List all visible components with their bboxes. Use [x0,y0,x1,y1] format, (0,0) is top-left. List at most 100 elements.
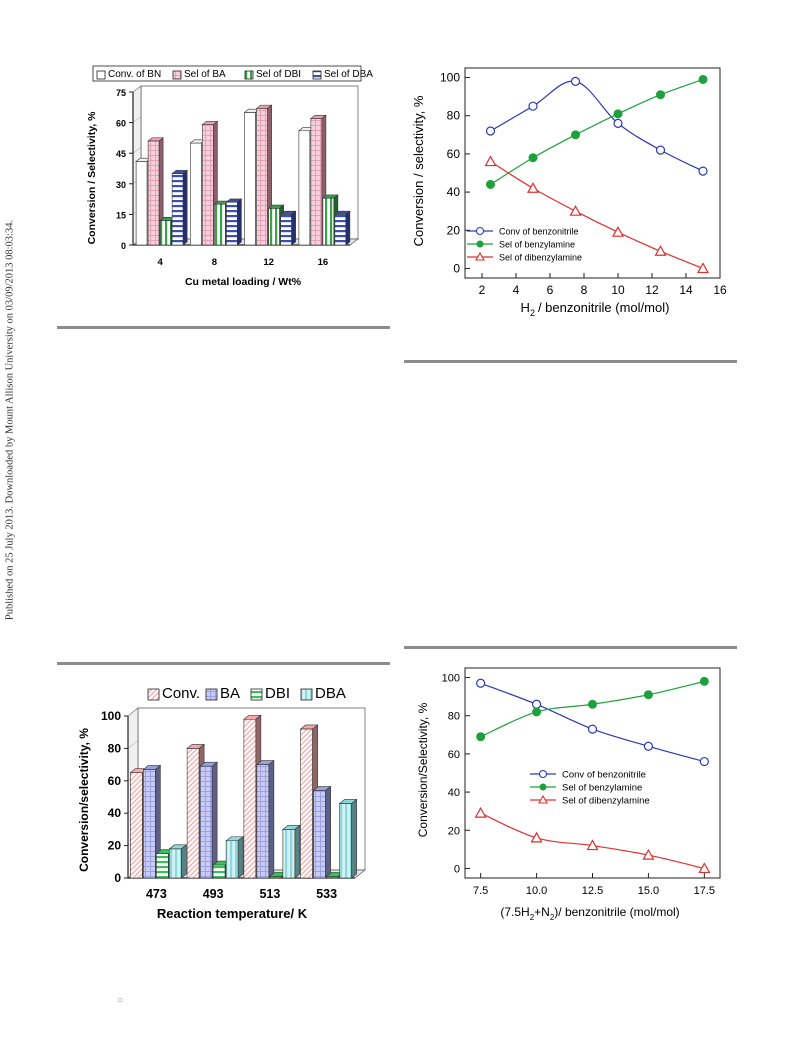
x-tick-label: 8 [212,257,217,268]
bar-dba-493 [225,836,244,879]
series-line-1 [490,80,704,172]
bar-front [186,748,200,879]
legend-item-1: Conv of benzonitrile [467,227,579,237]
chart-temperature-svg: Conversion/selectivity, % Reaction tempe… [77,685,366,921]
legend-marker [475,251,485,261]
point-3-2 [526,182,540,193]
legend-swatch [96,70,106,80]
y-tick-label: 20 [447,223,461,237]
x-tick-label: 2 [479,283,486,297]
y-grid-diagonal [127,740,139,749]
bar-ba-493 [199,761,218,879]
y-tick-label: 40 [108,806,122,820]
bar-side [345,210,351,246]
point-2-4 [643,690,653,700]
bar-front [226,201,238,246]
y-tick-label: 100 [101,709,121,723]
point-1-5 [655,145,666,155]
separator-rule-1 [57,326,390,329]
legend-label: Sel of dibenzylamine [562,796,650,807]
point-1-6 [698,166,708,176]
x-tick-label: 533 [316,887,337,901]
xlabel-h: H [521,300,530,315]
side-note: Published on 25 July 2013. Downloaded by… [2,210,18,630]
point-2-1 [486,179,496,189]
point-3-2 [530,831,543,843]
x-tick-label: 14 [679,283,693,297]
x-tick-label: 8 [581,283,588,297]
bar-side [182,169,188,246]
legend-label: Conv. [162,685,200,702]
xlabel-sub1: 2 [530,913,535,922]
bar-front [339,803,352,879]
separator-rule-2 [404,360,737,363]
x-tick-label: 4 [157,257,163,268]
bar-front [190,142,202,246]
legend-label: Sel of DBI [256,69,301,80]
series-line-2 [490,78,704,185]
bar-front [322,197,335,246]
legend-label: Sel of benzylamine [499,240,575,250]
chart-temperature-xlabel: Reaction temperature/ K [157,906,308,921]
legend-marker [538,794,548,804]
xlabel-sub2: 2 [550,913,555,922]
legend-frame [92,65,362,82]
point-1-4 [613,118,623,128]
y-grid-diagonal [132,85,142,93]
legend-item-3: Sel of dibenzylamine [467,251,582,263]
point-1-1 [476,678,486,688]
bar-ba-533 [312,785,332,879]
chart-h2-ratio-ylabel: Conversion / selectivity, % [411,95,426,246]
legend-label: Conv of benzonitrile [499,227,579,237]
y-tick-label: 80 [447,109,461,123]
legend-label: BA [220,685,240,702]
point-2-2 [528,153,538,163]
point-3-3 [569,204,582,216]
chart-cu-loading: Conversion / Selectivity, % Cu metal loa… [75,60,375,300]
x-tick-label: 12 [263,257,274,268]
y-grid-diagonal [132,146,142,154]
legend-label: Conv of benzonitrile [562,770,646,781]
point-2-2 [532,707,542,717]
point-1-5 [699,756,709,767]
bar-front [156,853,169,879]
y-tick-label: 0 [454,863,460,875]
legend-marker [539,783,547,791]
chart-cu-loading-ylabel: Conversion / Selectivity, % [86,111,98,245]
x-tick-label: 7.5 [473,885,488,897]
legend-swatch [312,70,322,80]
separator-rule-3 [57,662,390,665]
legend-item-2: Sel of benzylamine [530,783,642,794]
chart-dilution-ylabel: Conversion/Selectivity, % [416,702,430,837]
point-2-3 [588,699,598,709]
legend-item-3: Sel of DBI [244,69,301,80]
chart-temperature-ylabel: Conversion/selectivity, % [77,728,91,872]
bar-ba-513 [256,759,275,879]
xlabel-pre: (7.5H [500,905,529,919]
legend-marker [476,240,484,248]
legend-swatch [300,688,313,701]
point-1-2 [531,699,542,709]
point-2-1 [476,732,486,742]
y-grid-diagonal [132,116,142,123]
bar-front [202,124,214,246]
legend-item-3: DBI [250,685,290,702]
bar-front [244,112,256,246]
point-3-3 [586,839,599,851]
bar-side [237,198,242,246]
bar-front [280,214,292,246]
series-line-1 [480,682,705,763]
point-3-6 [696,262,710,274]
legend-swatch [205,688,218,701]
x-tick-label: 493 [203,887,224,901]
point-2-5 [699,676,709,686]
chart-cu-loading-svg: Conversion / Selectivity, % Cu metal loa… [86,65,373,288]
point-1-3 [587,724,598,734]
point-3-5 [654,245,667,256]
bar-side [325,785,331,879]
bar-front [169,848,182,879]
legend-item-1: Conv of benzonitrile [530,770,646,781]
point-3-1 [484,155,497,167]
y-tick-label: 60 [108,774,122,788]
bar-side [237,836,244,879]
